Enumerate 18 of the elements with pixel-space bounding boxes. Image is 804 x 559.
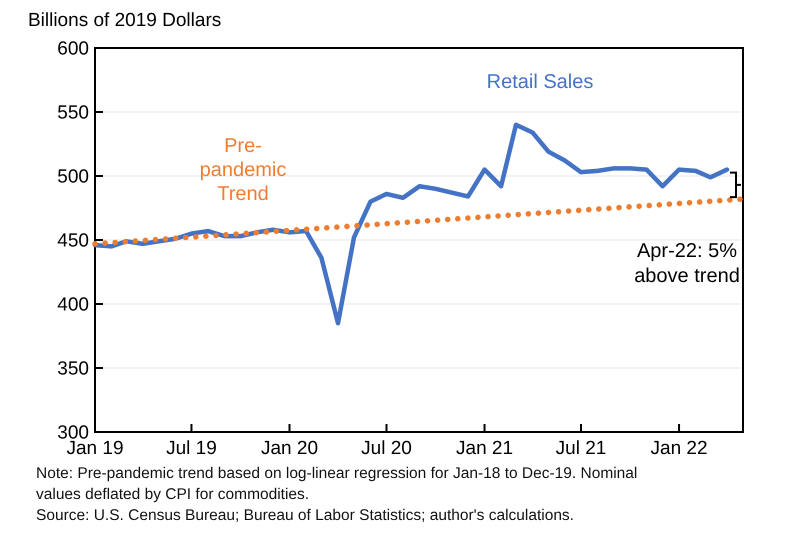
- y-tick-label: 350: [57, 358, 89, 380]
- source-note: Source: U.S. Census Bureau; Bureau of Labor Statistics; author's calculations.: [36, 507, 574, 524]
- series-label: Pre-pandemic Trend: [200, 135, 286, 205]
- annotation: Apr-22: 5% above trend: [634, 240, 740, 287]
- y-axis-title: Billions of 2019 Dollars: [28, 10, 222, 31]
- text: Note: Pre-pandemic trend based on log-linear regression for Jan-18 to Dec-19. Nominal values deflated by CPI for commodities.: [36, 465, 638, 503]
- y-tick-label: 500: [57, 166, 89, 188]
- x-tick-label: Jan 20: [260, 438, 318, 459]
- y-tick-label: 450: [57, 230, 89, 252]
- y-tick-label: 550: [57, 102, 89, 124]
- x-tick-label: Jul 20: [361, 438, 412, 459]
- y-tick-label: 400: [57, 294, 89, 316]
- text: Retail Sales: [486, 71, 594, 93]
- x-tick-label: Jan 21: [456, 438, 514, 459]
- x-tick-label: Jul 21: [556, 438, 606, 459]
- x-tick-label: Jul 19: [166, 438, 217, 459]
- y-tick-label: 600: [57, 38, 89, 60]
- x-tick-label: Jan 22: [650, 438, 708, 459]
